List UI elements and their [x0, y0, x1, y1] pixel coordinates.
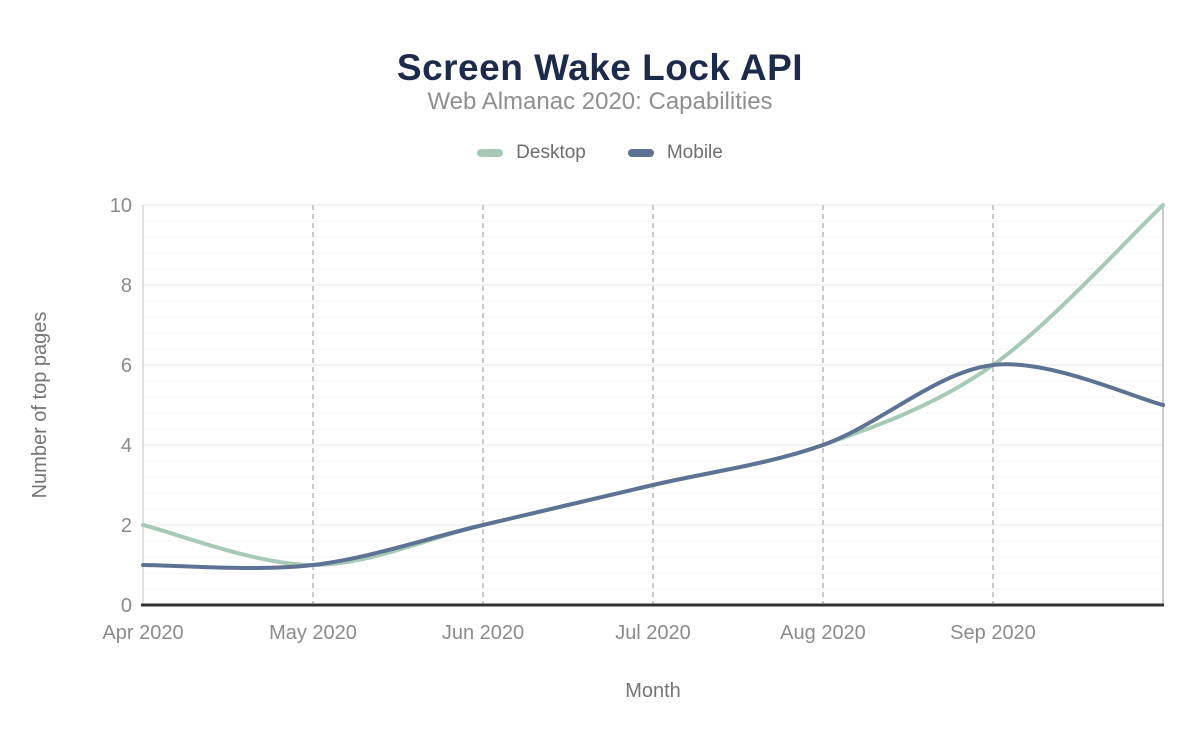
desktop-series-swatch [477, 149, 504, 157]
y-tick-label: 6 [121, 355, 132, 377]
x-tick-label: Sep 2020 [950, 622, 1036, 644]
x-tick-label: Apr 2020 [102, 622, 183, 644]
x-tick-label: Jul 2020 [615, 622, 691, 644]
legend: Desktop Mobile [0, 142, 1200, 164]
chart-subtitle: Web Almanac 2020: Capabilities [427, 88, 773, 115]
legend-label-mobile: Mobile [666, 142, 723, 163]
y-tick-label: 10 [110, 195, 132, 217]
chart-title: Screen Wake Lock API [396, 46, 804, 88]
y-tick-label: 0 [121, 595, 132, 617]
mobile-series-swatch [627, 149, 654, 157]
legend-item-desktop: Desktop [477, 142, 586, 164]
mobile-series-line [141, 362, 1165, 570]
x-tick-label: Aug 2020 [780, 622, 866, 644]
x-tick-label: May 2020 [269, 622, 357, 644]
y-axis-title: Number of top pages [29, 312, 51, 499]
x-tick-label: Jun 2020 [442, 622, 524, 644]
y-tick-label: 4 [121, 435, 132, 457]
y-tick-label: 2 [121, 515, 132, 537]
legend-item-mobile: Mobile [627, 142, 723, 164]
legend-label-desktop: Desktop [516, 142, 586, 163]
y-tick-label: 8 [121, 275, 132, 297]
x-axis-title: Month [625, 680, 681, 702]
